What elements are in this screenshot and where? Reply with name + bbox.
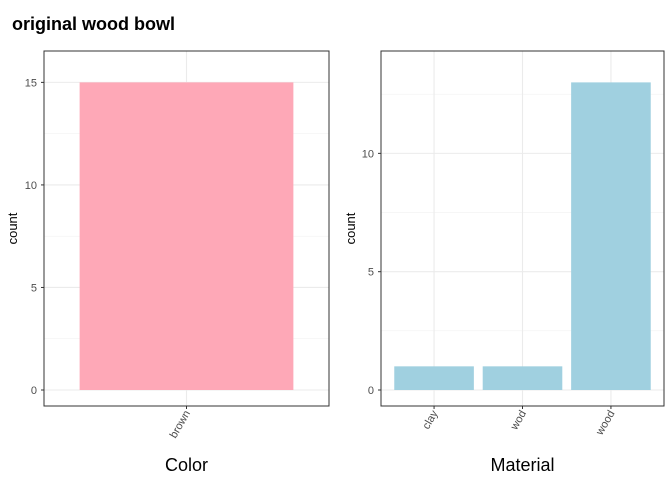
y-tick-label: 10 <box>362 148 374 160</box>
figure-title: original wood bowl <box>12 14 175 34</box>
y-tick-label: 5 <box>368 267 374 279</box>
x-tick-label-clay: clay <box>420 408 440 431</box>
x-tick-label-wod: wod <box>508 409 529 433</box>
y-axis-label: count <box>5 212 20 244</box>
y-axis-label: count <box>343 212 358 244</box>
y-tick-label: 0 <box>368 385 374 397</box>
bar-clay <box>394 366 474 390</box>
y-tick-label: 5 <box>31 282 37 294</box>
x-tick-label-brown: brown <box>168 409 193 441</box>
y-tick-label: 15 <box>25 77 37 89</box>
y-tick-label: 10 <box>25 180 37 192</box>
x-tick-label-wood: wood <box>593 409 617 439</box>
x-axis-label: Material <box>490 455 554 475</box>
material-count-chart: 0 5 10 clay wod wood count Material <box>343 50 665 475</box>
y-tick-label: 0 <box>31 385 37 397</box>
bar-wod <box>482 366 563 390</box>
bar-brown <box>79 82 294 390</box>
x-axis-label: Color <box>165 455 208 475</box>
bar-wood <box>571 82 651 390</box>
color-count-chart: 0 5 10 15 brown count Color <box>5 50 330 475</box>
